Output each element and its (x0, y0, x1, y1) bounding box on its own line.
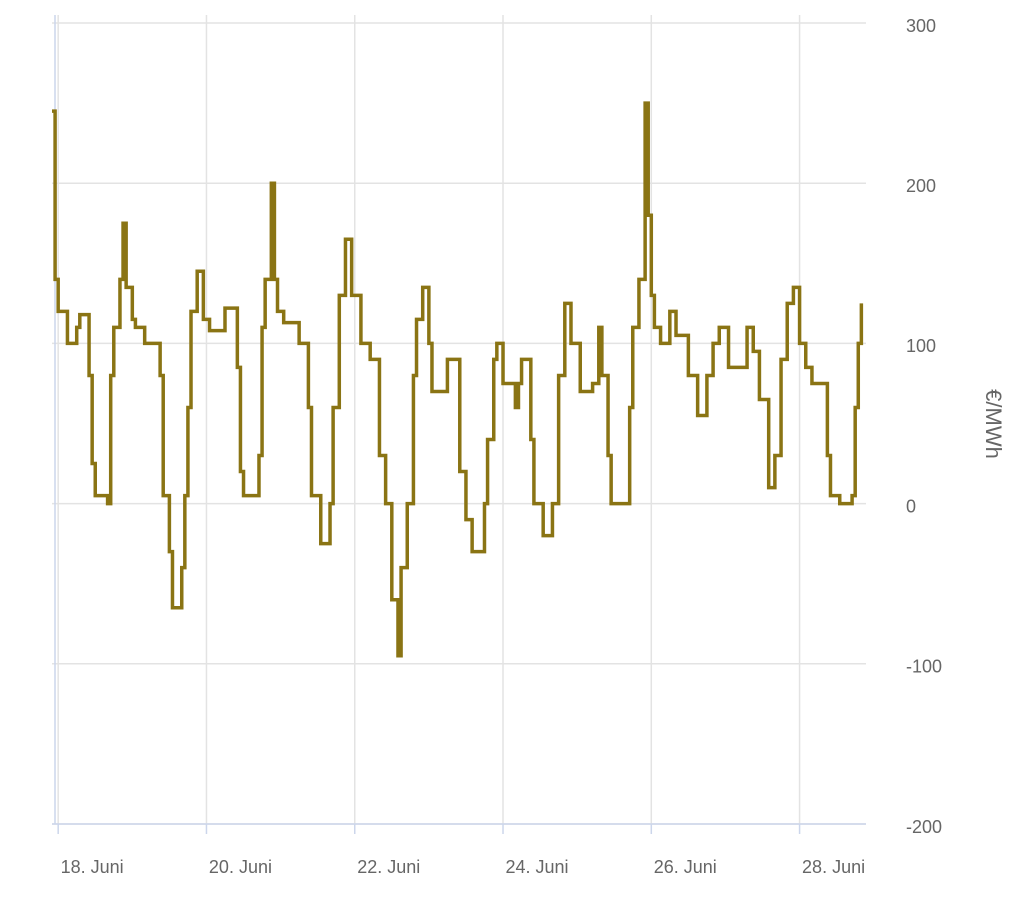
y-axis-label: €/MWh (981, 389, 1006, 459)
x-tick-label: 22. Juni (357, 857, 420, 877)
y-tick-label: 0 (906, 496, 916, 516)
price-line (52, 101, 864, 658)
x-tick-label: 26. Juni (654, 857, 717, 877)
x-tick-label: 24. Juni (505, 857, 568, 877)
x-tick-label: 28. Juni (802, 857, 865, 877)
x-tick-label: 20. Juni (209, 857, 272, 877)
y-tick-label: 100 (906, 336, 936, 356)
y-tick-label: 300 (906, 16, 936, 36)
y-tick-label: 200 (906, 176, 936, 196)
y-tick-label: -100 (906, 657, 942, 677)
x-tick-label: 18. Juni (61, 857, 124, 877)
y-tick-label: -200 (906, 817, 942, 837)
